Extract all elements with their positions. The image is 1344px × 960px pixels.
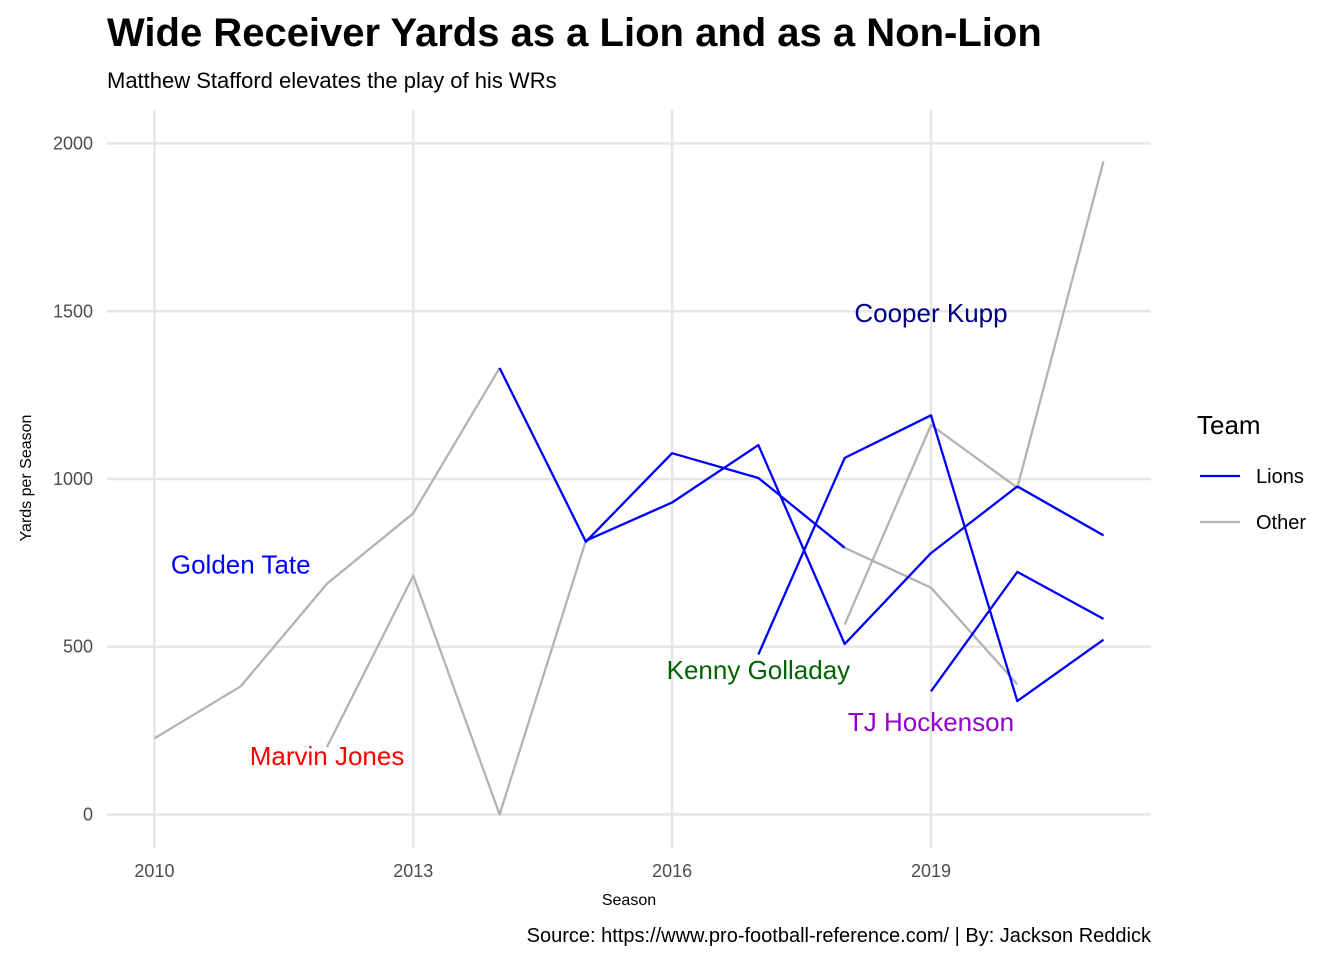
y-tick-label: 2000 [53, 134, 93, 154]
series-line-golden-tate-other [153, 367, 501, 740]
annotation-cooper-kupp: Cooper Kupp [854, 298, 1007, 328]
legend-title: Team [1197, 410, 1261, 440]
y-tick-label: 500 [63, 637, 93, 657]
series-line-kenny-golladay-lions [757, 414, 1105, 703]
x-axis-title: Season [602, 892, 656, 909]
series-line-golden-tate-lions [498, 367, 846, 549]
series-line-golden-tate-other [844, 546, 1019, 686]
annotation-tj-hockenson: TJ Hockenson [848, 707, 1014, 737]
series-lines [153, 161, 1105, 816]
series-line-marvin-jones-other [325, 540, 587, 816]
y-axis-ticks: 0 500 1000 1500 2000 [53, 134, 93, 825]
gridlines [107, 110, 1151, 848]
x-tick-label: 2010 [134, 861, 174, 881]
series-line-marvin-jones-lions [1016, 485, 1105, 537]
x-tick-label: 2019 [911, 861, 951, 881]
x-tick-label: 2016 [652, 861, 692, 881]
legend-label-lions: Lions [1256, 466, 1304, 488]
y-tick-label: 0 [83, 804, 93, 824]
annotation-golden-tate: Golden Tate [171, 550, 311, 580]
y-tick-label: 1500 [53, 301, 93, 321]
legend-label-other: Other [1256, 512, 1306, 534]
x-tick-label: 2013 [393, 861, 433, 881]
chart-caption: Source: https://www.pro-football-referen… [527, 925, 1152, 947]
y-axis-title: Yards per Season [18, 415, 35, 542]
x-axis-ticks: 2010 2013 2016 2019 [134, 861, 951, 881]
series-line-marvin-jones-lions [585, 443, 1019, 646]
player-annotations: Golden Tate Marvin Jones Kenny Golladay Coo… [171, 298, 1014, 771]
chart-subtitle: Matthew Stafford elevates the play of hi… [107, 68, 557, 93]
y-tick-label: 1000 [53, 469, 93, 489]
chart-title: Wide Receiver Yards as a Lion and as a N… [107, 11, 1042, 55]
series-line-cooper-kupp-other [843, 161, 1105, 626]
legend-entries: Lions Other [1200, 466, 1306, 534]
annotation-kenny-golladay: Kenny Golladay [667, 655, 851, 685]
legend: Team Lions Other [1197, 410, 1306, 534]
series-line-tj-hockenson-lions [930, 570, 1105, 692]
annotation-marvin-jones: Marvin Jones [250, 741, 405, 771]
